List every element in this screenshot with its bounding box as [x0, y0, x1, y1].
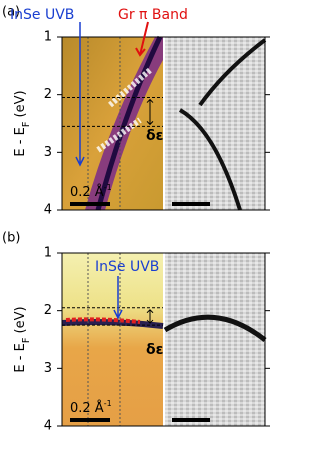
y-tick-label: 4 — [44, 203, 52, 218]
frame — [61, 252, 266, 427]
panel-label: (a) — [2, 5, 20, 20]
scale-label: 0.2 Å-1 — [70, 183, 112, 200]
scale-label: 0.2 Å-1 — [70, 399, 112, 416]
arrow-uvb — [113, 276, 123, 320]
y-label-unit: (eV) — [13, 90, 28, 117]
scale-bar — [70, 418, 110, 422]
guide-lines — [87, 37, 121, 426]
scale-bar — [172, 418, 210, 422]
y-tick-label: 2 — [44, 303, 52, 318]
annotation-delta: δε — [146, 128, 163, 144]
panel-b-images — [61, 253, 267, 426]
scale-sup: -1 — [104, 399, 112, 408]
scale-bar — [172, 202, 210, 206]
delta-arrow — [146, 98, 154, 126]
y-label-main: E - E — [13, 127, 28, 156]
panel-label: (b) — [2, 231, 20, 246]
arrow-uvb — [75, 22, 85, 167]
annotation-uvb: InSe UVB — [95, 259, 159, 275]
scale-sup: -1 — [104, 183, 112, 192]
y-tick-label: 1 — [44, 246, 52, 261]
y-axis-label: E - EF (eV) — [13, 306, 32, 372]
y-tick-label: 1 — [44, 30, 52, 45]
y-label-unit: (eV) — [13, 306, 28, 333]
scale-bar — [70, 202, 110, 206]
scale-main: 0.2 Å — [70, 184, 104, 200]
delta-arrow — [146, 309, 154, 324]
y-label-sub: F — [21, 337, 32, 343]
annotation-band: Gr π Band — [118, 7, 188, 23]
panel-a-images — [62, 35, 267, 211]
scale-main: 0.2 Å — [70, 400, 104, 416]
y-label-sub: F — [21, 121, 32, 127]
annotation-delta: δε — [146, 342, 163, 358]
annotation-uvb: InSe UVB — [10, 7, 74, 23]
arrow-band — [135, 21, 149, 57]
y-label-main: E - E — [13, 343, 28, 372]
y-tick-label: 3 — [44, 145, 52, 160]
y-tick-label: 4 — [44, 419, 52, 434]
frame — [61, 36, 266, 211]
y-axis-label: E - EF (eV) — [13, 90, 32, 156]
y-tick-label: 3 — [44, 361, 52, 376]
y-tick-label: 2 — [44, 87, 52, 102]
